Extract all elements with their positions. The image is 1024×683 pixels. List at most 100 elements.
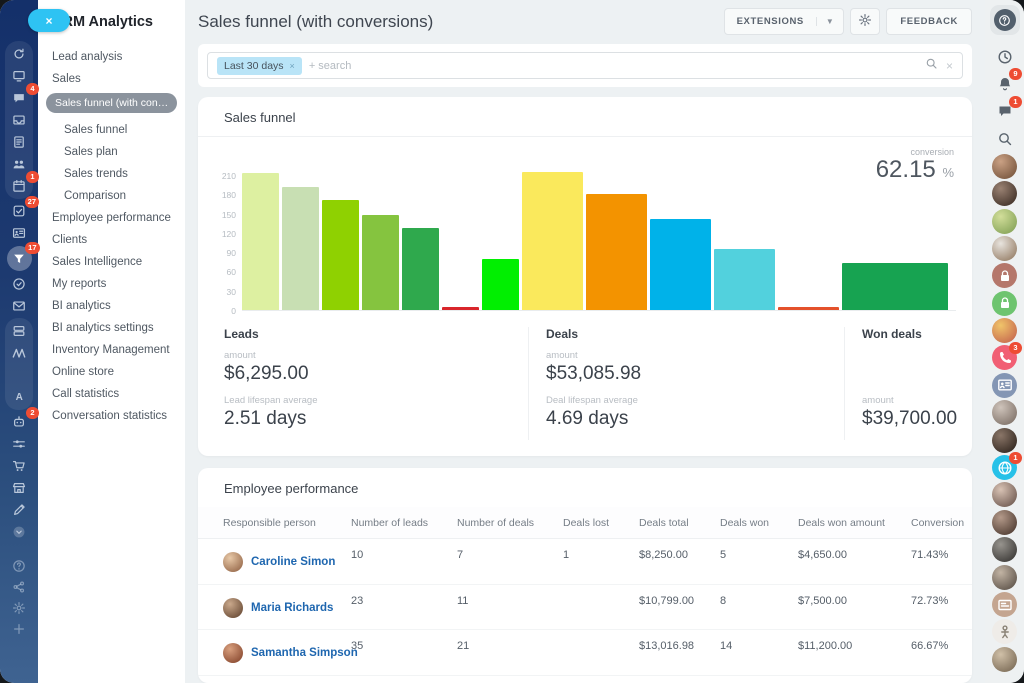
left-rail-people-button[interactable] xyxy=(7,153,31,175)
sidebar-item-clients[interactable]: Clients xyxy=(52,234,88,246)
left-rail-desktop-button[interactable] xyxy=(7,65,31,87)
sidebar-item-sales[interactable]: Sales xyxy=(52,73,81,85)
sidebar-item-sales-trends[interactable]: Sales trends xyxy=(64,168,128,180)
right-rail-avatar[interactable] xyxy=(991,399,1018,426)
left-rail-chevron-down-circle-button[interactable] xyxy=(7,521,31,543)
left-rail-calendar-button[interactable]: 1 xyxy=(7,171,39,197)
right-rail-history-button[interactable] xyxy=(991,43,1018,70)
right-rail-avatar[interactable] xyxy=(991,235,1018,262)
sidebar-item-employee-performance[interactable]: Employee performance xyxy=(52,212,171,224)
right-rail-phone-status[interactable]: 3 xyxy=(991,342,1022,371)
left-rail-plus-button[interactable] xyxy=(7,618,31,639)
column-header-deals-won[interactable]: Deals won xyxy=(720,516,770,529)
sidebar-item-sales-funnel-with-con[interactable]: Sales funnel (with con… xyxy=(38,90,185,119)
column-header-deals-total[interactable]: Deals total xyxy=(639,516,689,529)
feedback-button[interactable]: FEEDBACK xyxy=(886,8,972,35)
funnel-bar-2[interactable] xyxy=(282,187,319,310)
sidebar-item-inventory-management[interactable]: Inventory Management xyxy=(52,344,170,356)
person-link[interactable]: Caroline Simon xyxy=(251,556,336,568)
left-rail-sliders-button[interactable] xyxy=(7,433,31,455)
funnel-bar-11[interactable] xyxy=(714,249,775,310)
right-rail-card-status[interactable] xyxy=(991,591,1018,618)
right-rail-avatar[interactable] xyxy=(991,426,1018,453)
right-rail-lock-status[interactable] xyxy=(991,290,1018,317)
right-rail-search-button[interactable] xyxy=(991,125,1018,152)
funnel-bar-10[interactable] xyxy=(650,219,711,310)
left-rail-contact-card-button[interactable] xyxy=(7,222,31,244)
right-rail-avatar[interactable] xyxy=(991,481,1018,508)
column-header-number-of-deals[interactable]: Number of deals xyxy=(457,516,535,529)
left-rail-mail-button[interactable] xyxy=(7,295,31,317)
sidebar-item-lead-analysis[interactable]: Lead analysis xyxy=(52,51,123,63)
funnel-bar-5[interactable] xyxy=(402,228,439,310)
right-rail-avatar[interactable] xyxy=(991,646,1018,673)
right-rail-avatar[interactable] xyxy=(991,563,1018,590)
right-rail-globe-status[interactable]: 1 xyxy=(991,451,1022,481)
sidebar-item-comparison[interactable]: Comparison xyxy=(64,190,126,202)
left-rail-sync-button[interactable] xyxy=(7,43,31,65)
search-icon[interactable] xyxy=(925,57,938,75)
chevron-down-icon[interactable]: ▼ xyxy=(815,17,844,26)
funnel-bar-13[interactable] xyxy=(842,263,948,310)
sidebar-item-online-store[interactable]: Online store xyxy=(52,366,115,378)
left-rail-code-button[interactable] xyxy=(7,364,31,386)
right-rail-avatar[interactable] xyxy=(991,180,1018,207)
close-button[interactable]: × xyxy=(28,9,70,32)
right-rail-bell-button[interactable]: 9 xyxy=(991,68,1022,97)
right-rail-avatar[interactable] xyxy=(991,509,1018,536)
funnel-bar-12[interactable] xyxy=(778,307,839,310)
chip-remove-icon[interactable]: × xyxy=(289,60,295,71)
funnel-bar-4[interactable] xyxy=(362,215,399,310)
right-rail-avatar[interactable] xyxy=(991,207,1018,234)
right-rail-contact-card-status[interactable] xyxy=(991,372,1018,399)
left-rail-help-button[interactable] xyxy=(7,555,31,576)
column-header-number-of-leads[interactable]: Number of leads xyxy=(351,516,429,529)
left-rail-gear-button[interactable] xyxy=(7,597,31,618)
left-rail-waves-button[interactable] xyxy=(7,342,31,364)
right-rail-help-button[interactable] xyxy=(989,5,1020,35)
sidebar-item-bi-analytics-settings[interactable]: BI analytics settings xyxy=(52,322,154,334)
right-rail-avatar[interactable] xyxy=(991,317,1018,344)
sidebar-item-sales-intelligence[interactable]: Sales Intelligence xyxy=(52,256,143,268)
column-header-deals-lost[interactable]: Deals lost xyxy=(563,516,610,529)
column-header-deals-won-amount[interactable]: Deals won amount xyxy=(798,516,885,529)
funnel-bar-7[interactable] xyxy=(482,259,519,310)
funnel-bar-8[interactable] xyxy=(522,172,583,310)
funnel-bar-3[interactable] xyxy=(322,200,359,310)
clear-filter-icon[interactable]: × xyxy=(945,58,953,73)
sidebar-item-my-reports[interactable]: My reports xyxy=(52,278,107,290)
settings-button[interactable] xyxy=(850,8,881,35)
sidebar-item-sales-plan[interactable]: Sales plan xyxy=(64,146,118,158)
left-rail-letter-a-button[interactable]: A xyxy=(7,386,31,408)
extensions-button[interactable]: EXTENSIONS ▼ xyxy=(723,8,845,35)
right-rail-figure-status[interactable] xyxy=(991,618,1018,645)
left-rail-chat-button[interactable]: 4 xyxy=(7,83,39,109)
person-link[interactable]: Maria Richards xyxy=(251,601,334,614)
left-rail-robot-button[interactable]: 2 xyxy=(7,407,39,433)
funnel-bar-1[interactable] xyxy=(242,173,279,310)
right-rail-avatar[interactable] xyxy=(991,536,1018,563)
left-rail-store-button[interactable] xyxy=(7,477,31,499)
left-rail-tasks-button[interactable]: 27 xyxy=(7,196,39,222)
left-rail-share-button[interactable] xyxy=(7,576,31,597)
sidebar-item-sales-funnel[interactable]: Sales funnel xyxy=(64,124,128,136)
right-rail-avatar[interactable] xyxy=(991,153,1018,180)
right-rail-chat-button[interactable]: 1 xyxy=(991,95,1022,125)
person-link[interactable]: Samantha Simpson xyxy=(251,647,358,659)
column-header-conversion[interactable]: Conversion xyxy=(911,516,965,529)
funnel-bar-9[interactable] xyxy=(586,194,647,310)
left-rail-drive-button[interactable] xyxy=(7,320,31,342)
left-rail-target-button[interactable] xyxy=(7,273,31,295)
search-input[interactable]: Last 30 days × + search × xyxy=(207,52,963,79)
right-rail-lock-status[interactable] xyxy=(991,262,1018,289)
left-rail-cart-button[interactable] xyxy=(7,455,31,477)
left-rail-inbox-button[interactable] xyxy=(7,109,31,131)
left-rail-document-button[interactable] xyxy=(7,131,31,153)
filter-chip-last-30-days[interactable]: Last 30 days × xyxy=(217,56,302,75)
column-header-responsible-person[interactable]: Responsible person xyxy=(223,516,316,529)
sidebar-item-bi-analytics[interactable]: BI analytics xyxy=(52,300,111,312)
left-rail-pencil-button[interactable] xyxy=(7,499,31,521)
funnel-bar-6[interactable] xyxy=(442,307,479,310)
left-rail-funnel-button[interactable]: 17 xyxy=(6,242,40,271)
sidebar-item-call-statistics[interactable]: Call statistics xyxy=(52,388,120,400)
